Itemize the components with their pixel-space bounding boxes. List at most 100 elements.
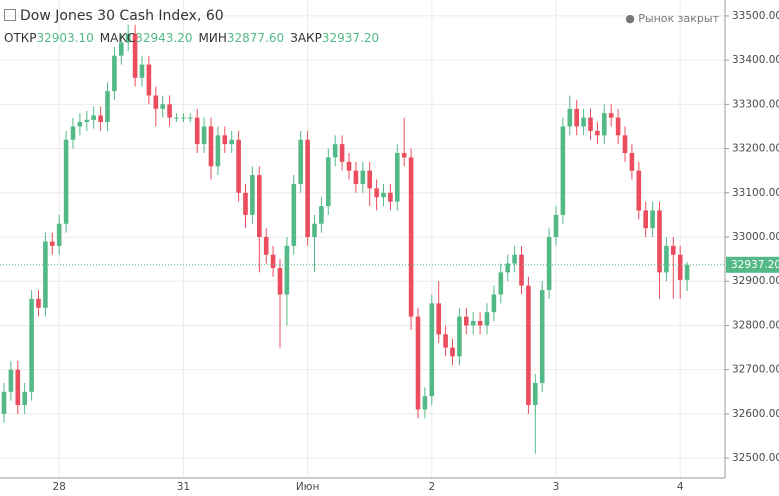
candle-body <box>457 316 462 357</box>
candle-body <box>167 104 172 118</box>
ohlc-label: МАКС <box>99 31 136 45</box>
candle-body <box>1 391 7 414</box>
candle-body <box>498 272 504 295</box>
candle-body <box>201 126 207 145</box>
candle-body <box>574 108 579 127</box>
candle-body <box>132 33 138 78</box>
candle-body <box>671 245 676 255</box>
y-tick-label: 32900.00 <box>732 275 779 287</box>
candle-body <box>29 298 34 392</box>
candle-body <box>684 264 690 280</box>
candle-body <box>181 117 186 119</box>
candle-body <box>119 42 124 56</box>
candle-body <box>56 223 62 246</box>
candle-body <box>215 135 221 167</box>
candle-body <box>250 175 255 215</box>
ohlc-label: МИН <box>198 31 227 45</box>
candle-body <box>381 192 386 198</box>
candle-body <box>194 117 200 145</box>
candle-body <box>298 139 303 184</box>
candle-body <box>146 64 152 96</box>
candle-body <box>422 396 428 410</box>
candle-body <box>312 223 317 238</box>
candle-body <box>581 117 586 127</box>
ohlc-value: 32903.10 <box>36 31 94 45</box>
candle-body <box>153 95 159 109</box>
x-tick-label: 2 <box>428 481 435 493</box>
candle-body <box>270 254 276 268</box>
candle-body <box>650 210 655 229</box>
candle-body <box>401 152 407 158</box>
candle-body <box>602 113 607 136</box>
ohlc-legend: ОТКР32903.10 МАКС32943.20 МИН32877.60 ЗАКР3… <box>4 31 385 45</box>
candle-body <box>353 170 359 184</box>
candle-body <box>112 55 117 92</box>
candle-body <box>629 152 635 171</box>
candle-body <box>63 139 69 224</box>
candle-body <box>615 117 621 136</box>
y-tick-label: 33200.00 <box>732 143 779 155</box>
market-status: ● Рынок закрыт <box>625 12 719 25</box>
status-text: Рынок закрыт <box>638 12 719 25</box>
candle-body <box>622 135 628 153</box>
ohlc-label: ЗАКР <box>290 31 322 45</box>
candle-body <box>436 303 441 335</box>
y-tick-label: 33100.00 <box>732 187 779 199</box>
last-price-box <box>726 256 779 273</box>
candle-body <box>98 115 103 123</box>
y-tick-label: 32800.00 <box>732 319 779 331</box>
collapse-icon[interactable] <box>4 9 16 21</box>
candle-body <box>277 267 283 295</box>
y-tick-label: 33000.00 <box>732 231 779 243</box>
candle-body <box>222 135 228 145</box>
candle-body <box>43 241 48 308</box>
candle-body <box>560 126 566 215</box>
candle-body <box>374 188 379 198</box>
candle-body <box>8 369 14 392</box>
candle-body <box>160 104 165 109</box>
candle-body <box>36 298 41 308</box>
candle-body <box>526 285 531 406</box>
ohlc-value: 32943.20 <box>135 31 193 45</box>
candle-body <box>533 382 538 406</box>
candle-body <box>257 175 262 238</box>
x-tick-label: Июн <box>296 481 320 493</box>
candle-body <box>664 245 669 273</box>
candle-body <box>484 312 490 326</box>
candle-body <box>657 210 662 273</box>
candle-body <box>208 126 214 167</box>
candle-body <box>15 369 21 406</box>
x-tick-label: 3 <box>553 481 560 493</box>
header: Dow Jones 30 Cash Index, 60 <box>4 8 224 24</box>
candle-body <box>77 122 83 127</box>
candle-body <box>608 113 614 118</box>
candle-body <box>636 170 642 211</box>
y-tick-label: 32500.00 <box>732 452 779 464</box>
candle-body <box>188 117 193 119</box>
candle-body <box>477 321 483 326</box>
candle-body <box>567 108 573 127</box>
candle-body <box>588 117 593 131</box>
y-tick-label: 33300.00 <box>732 98 779 110</box>
candle-body <box>332 144 338 158</box>
candle-body <box>443 334 448 348</box>
candle-body <box>70 126 76 140</box>
candle-body <box>539 290 545 383</box>
candle-body <box>22 391 27 406</box>
y-tick-label: 32600.00 <box>732 408 779 420</box>
last-price-label: 32937.20 <box>731 259 779 271</box>
candle-body <box>395 152 400 202</box>
candle-body <box>229 139 234 145</box>
x-tick-label: 28 <box>53 481 66 493</box>
candle-body <box>367 170 372 189</box>
y-tick-label: 33500.00 <box>732 10 779 22</box>
candle-body <box>388 192 393 202</box>
candle-body <box>512 254 517 264</box>
candle-body <box>595 130 600 136</box>
symbol-title: Dow Jones 30 Cash Index <box>20 8 197 24</box>
candle-body <box>470 321 476 326</box>
candle-body <box>505 263 510 273</box>
interval: , 60 <box>196 8 224 24</box>
candle-body <box>263 237 269 255</box>
